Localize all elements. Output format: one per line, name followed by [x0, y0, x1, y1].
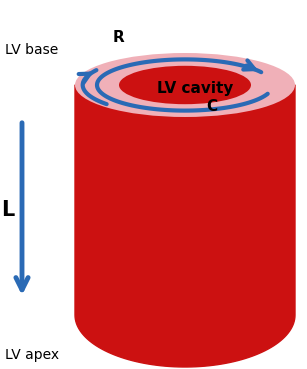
Text: LV cavity: LV cavity [157, 80, 233, 96]
Text: C: C [206, 99, 217, 114]
Text: LV base: LV base [5, 43, 58, 57]
Text: L: L [1, 200, 15, 220]
Ellipse shape [119, 66, 251, 104]
Text: LV apex: LV apex [5, 348, 59, 362]
Ellipse shape [75, 53, 295, 117]
Text: R: R [113, 30, 125, 45]
Polygon shape [75, 85, 295, 367]
